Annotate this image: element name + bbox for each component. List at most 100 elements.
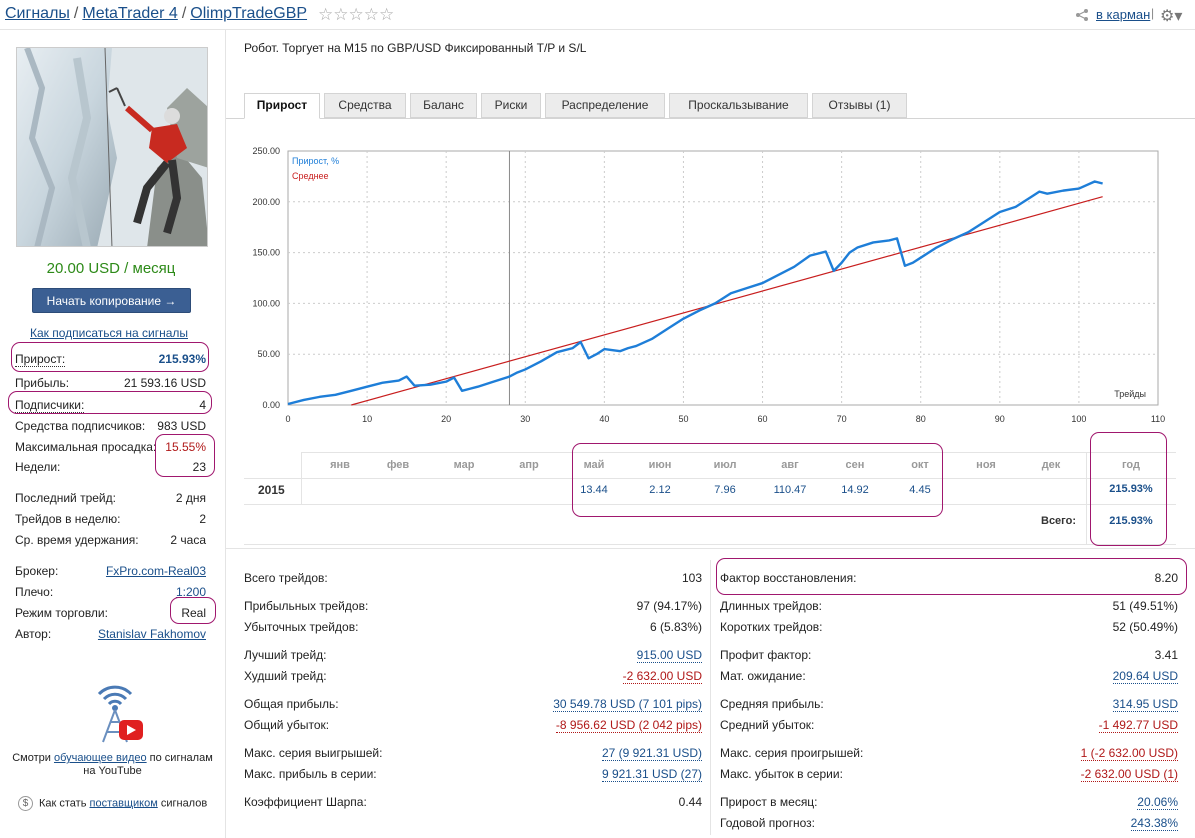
stat-value-expected-payoff: 209.64 USD [1112,669,1178,684]
stat-label: Прирост: [15,352,66,367]
breadcrumb-signals-link[interactable]: Сигналы [5,5,70,22]
add-to-favorites-link[interactable]: в карман [1096,7,1151,22]
stat-value[interactable]: FxPro.com-Real03 [105,564,206,578]
y-tick-label: 150.00 [252,248,280,258]
y-tick-label: 0.00 [262,400,280,410]
column-divider [710,560,711,835]
tab-distribution[interactable]: Распределение [545,93,665,118]
table-rule [1086,452,1087,544]
provider-text-pre: Как стать [39,797,90,810]
stat-label-worst-trade: Худший трейд: [244,669,327,683]
tutorial-video-text: Смотри обучающее видео по сигналам на Yo… [10,752,215,778]
table-rule [244,478,1176,479]
video-text-line2: на YouTube [83,765,142,777]
gear-icon[interactable]: ⚙▾ [1160,8,1183,25]
table-rule [301,452,302,504]
x-axis-label: Трейды [1114,389,1146,399]
breadcrumb-platform-link[interactable]: MetaTrader 4 [82,5,178,22]
total-label: Всего: [1041,515,1076,527]
highlight-oval [155,434,215,477]
how-to-subscribe-link[interactable]: Как подписаться на сигналы [30,326,188,340]
x-tick-label: 40 [599,414,609,424]
stat-label-avg-profit: Средняя прибыль: [720,697,824,711]
top-bar: Сигналы / MetaTrader 4/OlimpTradeGBP ☆☆☆☆☆… [0,0,1195,30]
stat-value: 983 USD [157,419,206,433]
tab-slippage[interactable]: Проскальзывание [669,93,808,118]
stat-label-loss-trades: Убыточных трейдов: [244,620,359,634]
stat-value-max-streak-loss: -2 632.00 USD (1) [1080,767,1178,782]
month-header: сен [845,459,865,471]
youtube-antenna-icon[interactable] [85,680,145,750]
stat-label: Максимальная просадка: [15,440,157,454]
tab-reviews[interactable]: Отзывы (1) [812,93,907,118]
tab-balance[interactable]: Баланс [410,93,477,118]
stat-label-long-trades: Длинных трейдов: [720,599,822,613]
stat-value-cell: 52 (50.49%) [1113,620,1178,634]
stat-value-cell: 20.06% [1137,795,1178,810]
stat-value: 23 [192,460,206,474]
tab-risks[interactable]: Риски [481,93,541,118]
stat-value-gross-profit: 30 549.78 USD (7 101 pips) [553,697,702,712]
stat-label-sharpe-ratio: Коэффициент Шарпа: [244,795,367,809]
provider-text-post: сигналов [157,797,208,810]
stat-value-cell: -1 492.77 USD [1098,718,1178,733]
month-header: июл [713,459,737,471]
stat-value-cell: 27 (9 921.31 USD) [601,746,702,761]
stat-value-cell: 0.44 [679,795,702,809]
video-text-pre: Смотри [12,752,54,764]
y-tick-label: 50.00 [257,349,280,359]
divider: | [1151,6,1155,20]
stat-label: Средства подписчиков: [15,419,146,433]
tab-growth[interactable]: Прирост [244,93,320,119]
plot-frame [287,150,1159,406]
stat-label-max-win-streak: Макс. серия выигрышей: [244,746,383,760]
month-value: 14.92 [841,484,869,496]
section-divider [226,548,1195,549]
stat-label: Недели: [15,460,61,474]
stat-value-cell: -8 956.62 USD (2 042 pips) [555,718,702,733]
stat-subscribers: Подписчики: 4 [15,398,206,413]
table-rule [244,544,1176,545]
breadcrumb-signal-name[interactable]: OlimpTradeGBP [190,5,308,22]
stat-value[interactable]: Stanislav Fakhomov [97,627,206,641]
stat-value-monthly-growth: 20.06% [1137,795,1178,810]
stat-label-max-streak-loss: Макс. убыток в серии: [720,767,843,781]
share-icon[interactable] [1075,8,1089,22]
month-value: 110.47 [773,484,807,496]
stat-label-total-trades: Всего трейдов: [244,571,328,585]
stat-author: Автор: Stanislav Fakhomov [15,627,206,641]
month-value: 13.44 [580,484,608,496]
stat-growth: Прирост: 215.93% [15,352,206,367]
become-provider-link[interactable]: поставщиком [89,797,158,810]
series-line-growth [287,180,1103,406]
stat-profit: Прибыль: 21 593.16 USD [15,376,206,390]
stat-label: Трейдов в неделю: [15,512,121,526]
stat-value: 2 дня [175,491,206,505]
stat-value-profit-trades: 97 (94.17%) [636,599,702,613]
stat-value-sharpe-ratio: 0.44 [678,795,702,809]
stat-value: 4 [199,398,206,412]
month-value: 4.45 [909,484,931,496]
month-header: июн [648,459,672,471]
stat-label: Последний трейд: [15,491,116,505]
tutorial-video-link[interactable]: обучающее видео [53,752,147,764]
stat-value[interactable]: 1:200 [175,585,206,599]
stat-label-recovery-factor: Фактор восстановления: [720,571,857,585]
tab-equity[interactable]: Средства [324,93,406,118]
stat-value-annual-forecast: 243.38% [1130,816,1178,831]
stat-label-monthly-growth: Прирост в месяц: [720,795,818,809]
stat-value-avg-loss: -1 492.77 USD [1098,718,1178,733]
signal-avatar [16,47,208,247]
x-tick-label: 80 [916,414,926,424]
start-copying-button[interactable]: Начать копирование → [32,288,191,313]
become-provider: $ Как стать поставщиком сигналов [18,796,207,811]
rating-stars[interactable]: ☆☆☆☆☆ [318,5,395,24]
x-tick-label: 50 [678,414,688,424]
y-tick-label: 100.00 [252,298,280,308]
stat-label-avg-loss: Средний убыток: [720,718,815,732]
x-tick-label: 90 [995,414,1005,424]
stat-value-profit-factor: 3.41 [1154,648,1178,662]
stat-value-loss-trades: 6 (5.83%) [649,620,702,634]
stat-last-trade: Последний трейд: 2 дня [15,491,206,505]
stat-value-worst-trade: -2 632.00 USD [622,669,702,684]
